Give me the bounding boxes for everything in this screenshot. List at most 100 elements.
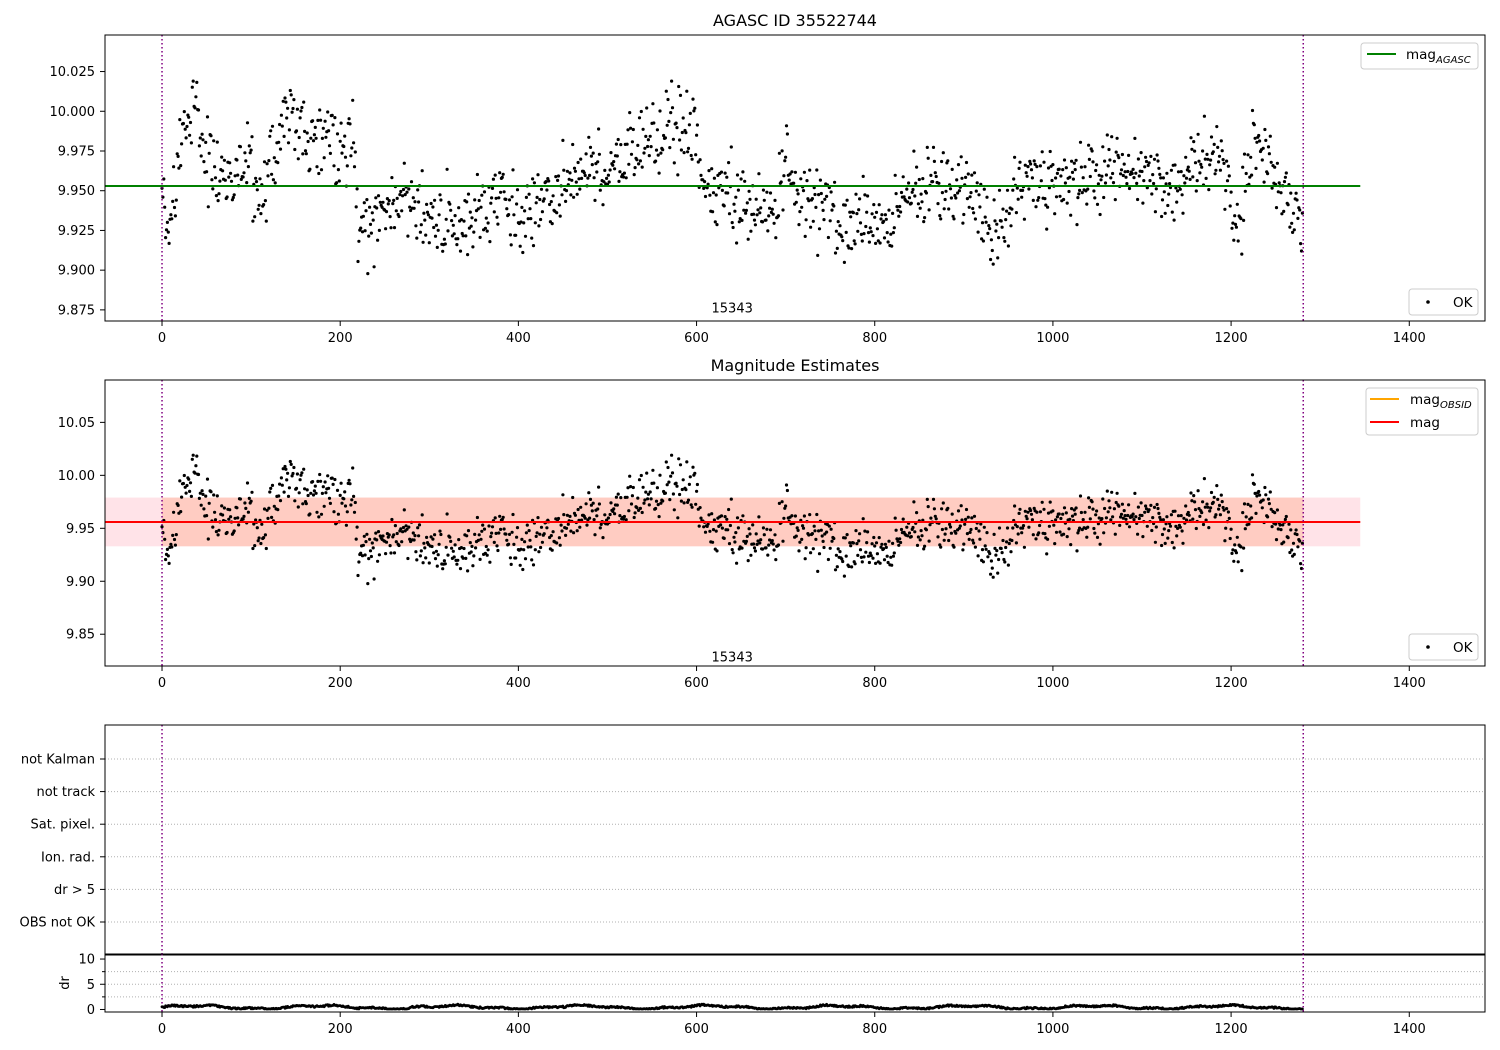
ok-point [165,547,169,552]
ok-point [1004,545,1008,550]
ok-point [362,534,366,538]
ok-point [207,501,211,505]
ok-point [1068,517,1072,521]
ok-point [948,187,953,191]
ok-point [1299,249,1304,253]
ok-point [270,515,274,520]
ok-point [997,526,1002,530]
dr-gridlines [105,971,1485,998]
ok-point [188,133,192,137]
ok-point [1232,238,1236,242]
ok-point [803,557,807,561]
ok-point [1130,171,1134,176]
ok-point [656,503,660,507]
y-tick-label: 9.95 [66,522,95,537]
ok-point [185,483,189,488]
ok-point [1275,508,1279,512]
ok-point [877,536,881,540]
ok-point [185,124,189,129]
ok-point [199,154,203,158]
ok-point [459,218,463,222]
ok-point [826,557,831,562]
ok-point [962,212,966,217]
ok-point [507,213,511,217]
ok-point [1118,523,1122,528]
ok-point [1186,165,1190,169]
ok-point [313,484,317,488]
ok-point [578,525,582,529]
ok-point [1046,166,1051,170]
ok-point [442,237,446,241]
ok-point [597,152,602,156]
ok-point [445,167,449,171]
ok-point [799,177,803,181]
ok-point [965,532,970,536]
ok-point [1114,150,1118,154]
ok-point [524,531,529,535]
ok-point [925,145,929,149]
ok-point [1110,135,1114,139]
ok-point [360,230,365,234]
ok-point [509,243,513,247]
ok-point [1140,513,1144,518]
ok-point [847,246,851,250]
ok-point [285,478,289,482]
ok-point [651,102,655,106]
ok-point [1111,515,1115,519]
ok-point [916,202,921,206]
ok-point [832,536,836,541]
ok-point [509,562,513,567]
ok-point [668,498,672,502]
ok-point [488,240,492,244]
ok-point [441,249,445,253]
ok-point [674,481,678,485]
ok-point [436,228,440,232]
ok-point [1100,174,1104,178]
ok-point [765,190,769,194]
ok-point [397,214,401,219]
ok-point [251,546,255,551]
ok-point [862,232,866,236]
ok-point [1179,514,1183,518]
ok-point [854,192,858,196]
ok-point [1078,188,1082,192]
ok-point [246,165,250,169]
ok-point [298,478,302,482]
ok-point [1246,153,1250,157]
ok-point [285,116,289,120]
ok-point [1274,538,1279,542]
ok-point [865,541,869,545]
ok-point [478,235,482,239]
ok-point [1051,163,1055,167]
ok-point [965,197,970,201]
ok-point [984,547,988,551]
ok-point [692,109,696,113]
ok-point [1071,177,1075,181]
ok-point [1247,522,1251,526]
ok-point [915,165,919,169]
ok-point [719,514,724,518]
ok-point [1215,484,1219,488]
ok-point [768,538,772,542]
ok-point [1179,170,1183,174]
ok-point [882,547,886,551]
ok-point [490,531,494,535]
ok-point [744,211,748,215]
ok-point [817,529,821,533]
ok-point [270,172,274,176]
ok-point [1144,159,1149,164]
ok-point [754,197,758,201]
x-tick-label: 1000 [1036,676,1069,691]
ok-point [1246,502,1250,506]
ok-point [1093,196,1097,200]
ok-point [206,537,210,541]
ok-point [253,544,257,548]
ok-point [1102,531,1106,535]
ok-point [625,495,629,499]
ok-point [797,223,801,227]
ok-point [485,553,489,557]
ok-point [1052,523,1056,527]
ok-point [489,535,493,539]
ok-point [801,524,805,528]
ok-point [1196,489,1200,493]
